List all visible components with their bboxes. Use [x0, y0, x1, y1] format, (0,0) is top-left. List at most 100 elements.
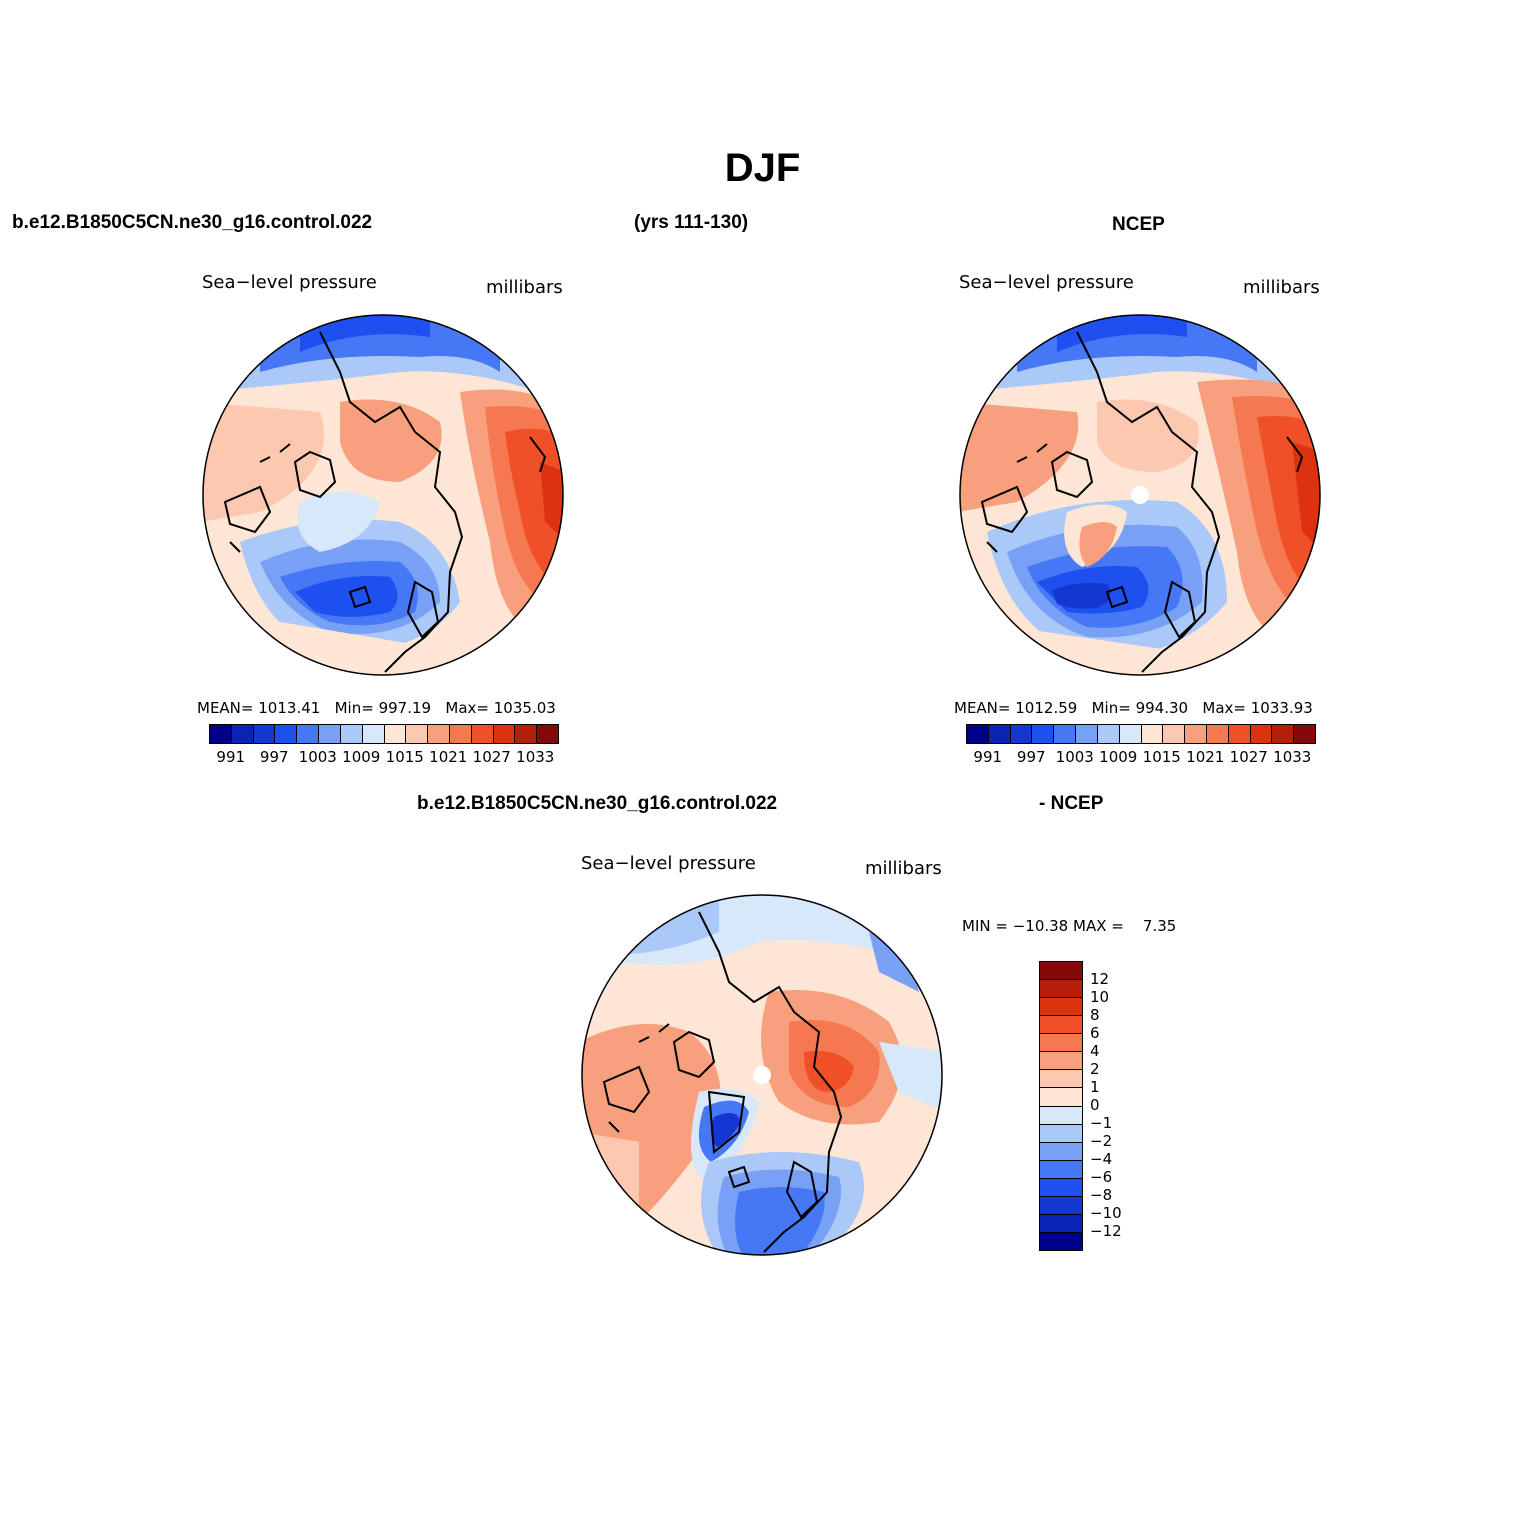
- colorbar-swatch: [1141, 725, 1164, 743]
- colorbar-tick-label: 1015: [385, 748, 424, 766]
- colorbar-tick-label: 1009: [1099, 748, 1138, 766]
- model-mean-label: MEAN=: [197, 699, 254, 717]
- colorbar-tick-label: 1003: [298, 748, 337, 766]
- colorbar-swatch: [231, 725, 254, 743]
- colorbar-tick-label: 10: [1090, 988, 1110, 1006]
- model-case-name: b.e12.B1850C5CN.ne30_g16.control.022: [12, 212, 373, 233]
- colorbar-swatch: [384, 725, 407, 743]
- colorbar-tick-label: −1: [1090, 1114, 1113, 1132]
- diff-variable-label: Sea−level pressure: [581, 853, 756, 874]
- colorbar-tick-label: 4: [1090, 1042, 1100, 1060]
- obs-stats: MEAN= 1012.59 Min= 994.30 Max= 1033.93: [954, 699, 1313, 717]
- colorbar-swatch: [1250, 725, 1273, 743]
- obs-min-value: 994.30: [1135, 699, 1189, 717]
- colorbar-tick-label: 1033: [516, 748, 555, 766]
- diff-colorbar: [1039, 961, 1083, 1251]
- diff-min-value: −10.38: [1012, 917, 1069, 935]
- colorbar-tick-label: 1003: [1055, 748, 1094, 766]
- colorbar-tick-label: 1009: [342, 748, 381, 766]
- colorbar-swatch: [1163, 725, 1186, 743]
- obs-min-label: Min=: [1091, 699, 1131, 717]
- colorbar-swatch: [537, 725, 558, 743]
- colorbar-tick-label: 1027: [1229, 748, 1268, 766]
- colorbar-swatch: [1040, 1142, 1082, 1161]
- colorbar-swatch: [1010, 725, 1033, 743]
- colorbar-swatch: [428, 725, 450, 743]
- colorbar-swatch: [362, 725, 385, 743]
- colorbar-tick-label: −12: [1090, 1222, 1122, 1240]
- colorbar-swatch: [1032, 725, 1055, 743]
- obs-mean-value: 1012.59: [1015, 699, 1078, 717]
- model-units-label: millibars: [486, 277, 563, 298]
- model-variable-label: Sea−level pressure: [202, 272, 377, 293]
- colorbar-swatch: [1040, 1214, 1082, 1233]
- colorbar-tick-label: −8: [1090, 1186, 1113, 1204]
- colorbar-tick-label: −4: [1090, 1150, 1113, 1168]
- colorbar-swatch: [1040, 1034, 1082, 1053]
- model-max-value: 1035.03: [493, 699, 556, 717]
- colorbar-swatch: [1185, 725, 1207, 743]
- colorbar-tick-label: 991: [216, 748, 246, 766]
- colorbar-swatch: [1040, 1178, 1082, 1197]
- colorbar-swatch: [1054, 725, 1077, 743]
- colorbar-swatch: [1040, 998, 1082, 1017]
- colorbar-tick-label: 1015: [1142, 748, 1181, 766]
- diff-obs-name: - NCEP: [1039, 793, 1104, 814]
- colorbar-swatch: [988, 725, 1011, 743]
- colorbar-swatch: [1040, 1070, 1082, 1089]
- obs-variable-label: Sea−level pressure: [959, 272, 1134, 293]
- colorbar-swatch: [1228, 725, 1251, 743]
- colorbar-tick-label: 6: [1090, 1024, 1100, 1042]
- colorbar-swatch: [1040, 1052, 1082, 1071]
- colorbar-tick-label: −2: [1090, 1132, 1113, 1150]
- colorbar-swatch: [319, 725, 341, 743]
- obs-units-label: millibars: [1243, 277, 1320, 298]
- obs-mean-label: MEAN=: [954, 699, 1011, 717]
- model-stats: MEAN= 1013.41 Min= 997.19 Max= 1035.03: [197, 699, 556, 717]
- colorbar-swatch: [967, 725, 989, 743]
- colorbar-swatch: [210, 725, 232, 743]
- colorbar-swatch: [1040, 962, 1082, 981]
- model-colorbar: [209, 724, 559, 744]
- colorbar-tick-label: 997: [1016, 748, 1046, 766]
- colorbar-tick-label: 0: [1090, 1096, 1100, 1114]
- colorbar-swatch: [1119, 725, 1142, 743]
- colorbar-swatch: [1040, 1124, 1082, 1143]
- colorbar-tick-label: 12: [1090, 970, 1110, 988]
- colorbar-swatch: [340, 725, 363, 743]
- model-polar-map: [202, 314, 564, 676]
- colorbar-swatch: [1206, 725, 1229, 743]
- diff-case-name: b.e12.B1850C5CN.ne30_g16.control.022: [417, 793, 778, 814]
- colorbar-swatch: [297, 725, 320, 743]
- colorbar-swatch: [1040, 1088, 1082, 1107]
- obs-max-label: Max=: [1202, 699, 1246, 717]
- model-max-label: Max=: [445, 699, 489, 717]
- colorbar-swatch: [1040, 1016, 1082, 1035]
- colorbar-tick-label: 2: [1090, 1060, 1100, 1078]
- diff-min-label: MIN =: [962, 917, 1008, 935]
- colorbar-tick-label: 1: [1090, 1078, 1100, 1096]
- model-min-value: 997.19: [378, 699, 432, 717]
- obs-max-value: 1033.93: [1250, 699, 1313, 717]
- colorbar-swatch: [1040, 1196, 1082, 1215]
- figure-title: DJF: [724, 146, 801, 190]
- model-mean-value: 1013.41: [258, 699, 321, 717]
- colorbar-tick-label: 997: [259, 748, 289, 766]
- colorbar-tick-label: 8: [1090, 1006, 1100, 1024]
- colorbar-tick-label: 991: [973, 748, 1003, 766]
- colorbar-swatch: [275, 725, 298, 743]
- colorbar-swatch: [1076, 725, 1098, 743]
- colorbar-tick-label: −6: [1090, 1168, 1113, 1186]
- diff-polar-map: [581, 894, 943, 1256]
- colorbar-tick-label: 1021: [429, 748, 468, 766]
- colorbar-tick-label: −10: [1090, 1204, 1122, 1222]
- colorbar-tick-label: 1033: [1273, 748, 1312, 766]
- diff-stats: MIN = −10.38 MAX = 7.35: [962, 917, 1176, 935]
- obs-polar-map: [959, 314, 1321, 676]
- colorbar-swatch: [1040, 1160, 1082, 1179]
- colorbar-swatch: [493, 725, 516, 743]
- diff-max-label: MAX =: [1073, 917, 1124, 935]
- model-min-label: Min=: [334, 699, 374, 717]
- diff-max-value: 7.35: [1142, 917, 1177, 935]
- colorbar-swatch: [1294, 725, 1315, 743]
